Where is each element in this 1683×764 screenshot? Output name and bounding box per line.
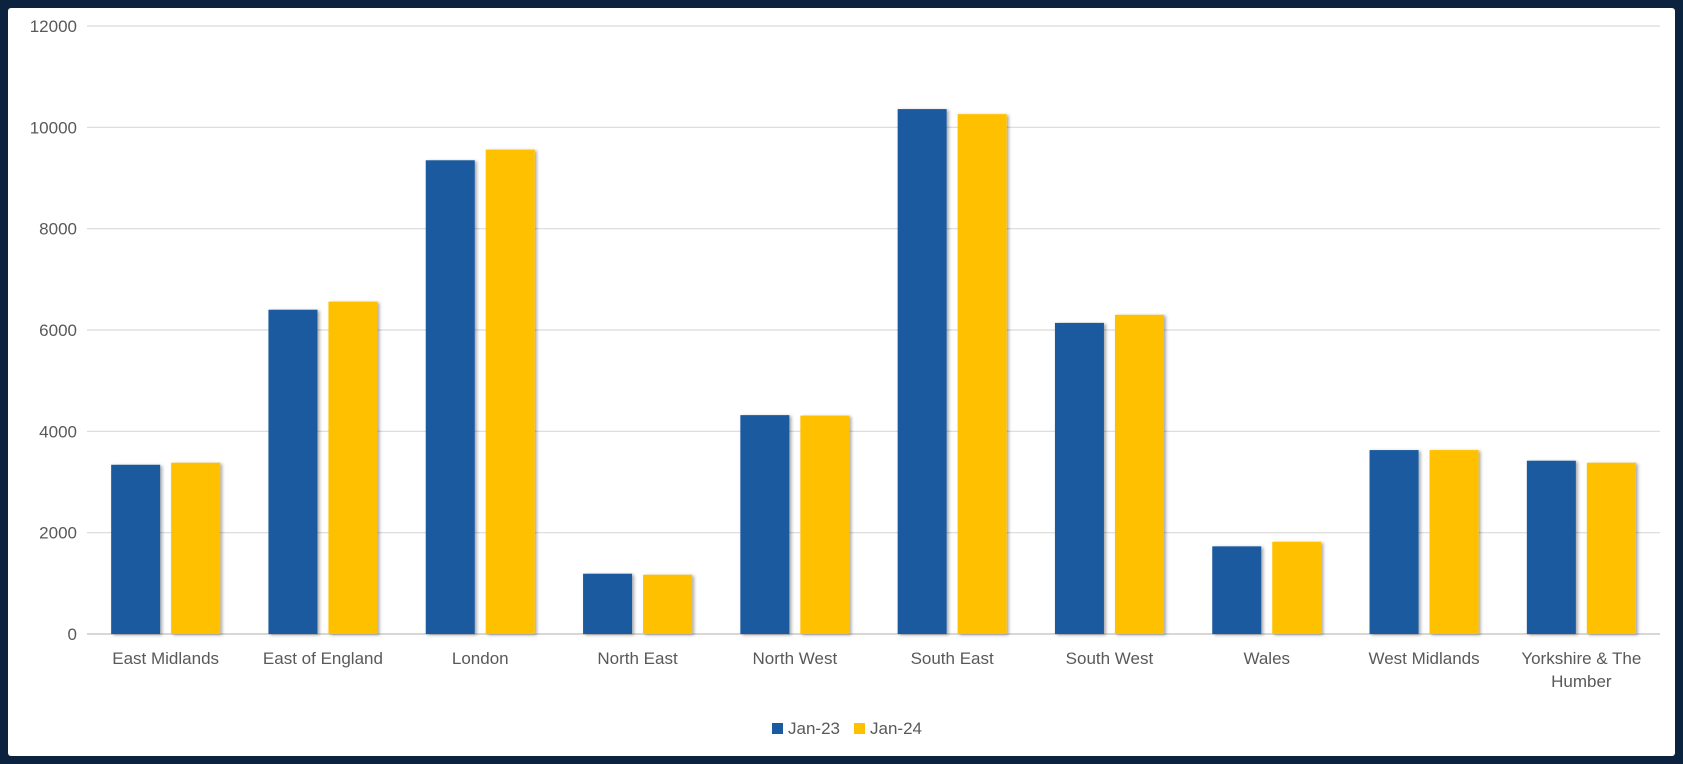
bar-jan-23-south-east bbox=[897, 109, 947, 635]
y-tick-label: 8000 bbox=[39, 220, 77, 239]
bar-jan-24-east-of-england bbox=[328, 301, 378, 634]
bar-jan-23-west-midlands bbox=[1369, 450, 1419, 634]
y-tick-label: 4000 bbox=[39, 422, 77, 441]
gridlines bbox=[87, 25, 1660, 635]
x-category-label: East Midlands bbox=[112, 649, 219, 668]
bar-jan-23-north-west bbox=[740, 415, 790, 634]
legend: Jan-23 Jan-24 bbox=[772, 719, 922, 738]
bar-jan-23-london bbox=[425, 160, 475, 634]
legend-swatch bbox=[854, 723, 865, 734]
bar-jan-23-north-east bbox=[583, 573, 633, 634]
y-tick-label: 0 bbox=[68, 625, 77, 644]
bar-jan-24-yorkshire-the-humber bbox=[1586, 462, 1636, 634]
bar-jan-23-yorkshire-the-humber bbox=[1526, 460, 1576, 634]
bar-jan-23-east-of-england bbox=[268, 309, 318, 634]
bar-jan-24-wales bbox=[1272, 541, 1322, 634]
legend-label: Jan-23 bbox=[788, 719, 840, 738]
x-category-label: Yorkshire & The Humber bbox=[1521, 649, 1641, 691]
legend-swatch bbox=[772, 723, 783, 734]
bar-jan-24-north-west bbox=[800, 415, 850, 634]
y-tick-label: 12000 bbox=[30, 17, 77, 36]
bar-jan-23-south-west bbox=[1054, 322, 1104, 634]
legend-label: Jan-24 bbox=[870, 719, 922, 738]
y-tick-label: 6000 bbox=[39, 321, 77, 340]
x-category-label: East of England bbox=[263, 649, 383, 668]
x-category-label: North West bbox=[752, 649, 837, 668]
bar-jan-24-south-east bbox=[957, 114, 1007, 634]
x-category-label: London bbox=[452, 649, 509, 668]
x-axis-category-labels: East Midlands East of England London North … bbox=[112, 649, 1641, 691]
x-category-label: South East bbox=[911, 649, 994, 668]
x-category-label: West Midlands bbox=[1368, 649, 1479, 668]
bar-jan-24-south-west bbox=[1114, 314, 1164, 634]
x-category-label: South West bbox=[1066, 649, 1154, 668]
bar-jan-24-north-east bbox=[643, 574, 693, 634]
bar-jan-24-london bbox=[485, 149, 535, 635]
bar-jan-23-wales bbox=[1212, 546, 1262, 634]
bar-jan-24-west-midlands bbox=[1429, 450, 1479, 634]
bar-jan-24-east-midlands bbox=[171, 462, 221, 634]
y-tick-label: 2000 bbox=[39, 524, 77, 543]
y-axis-tick-labels: 0 2000 4000 6000 8000 10000 12000 bbox=[30, 17, 77, 644]
y-tick-label: 10000 bbox=[30, 118, 77, 137]
bar-jan-23-east-midlands bbox=[111, 464, 161, 634]
x-category-label: Wales bbox=[1243, 649, 1290, 668]
x-category-label: North East bbox=[597, 649, 678, 668]
bar-series bbox=[111, 109, 1636, 635]
